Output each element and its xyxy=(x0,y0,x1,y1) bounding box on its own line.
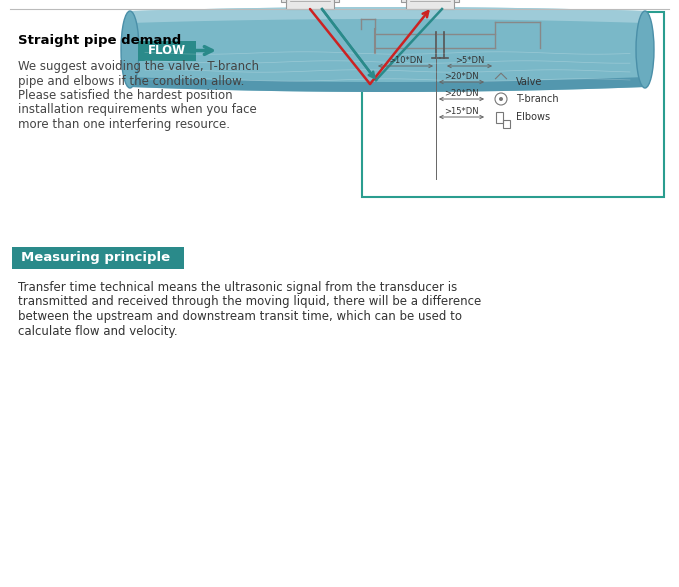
Bar xyxy=(496,79,507,87)
Bar xyxy=(12,247,184,269)
Text: >10*DN: >10*DN xyxy=(388,56,423,65)
Bar xyxy=(454,0,459,2)
Text: Transfer time technical means the ultrasonic signal from the transducer is: Transfer time technical means the ultras… xyxy=(18,281,457,294)
Bar xyxy=(334,0,339,2)
Text: Elbows: Elbows xyxy=(516,112,550,122)
Text: T-branch: T-branch xyxy=(516,94,559,104)
Text: between the upstream and downstream transit time, which can be used to: between the upstream and downstream tran… xyxy=(18,310,462,323)
Circle shape xyxy=(499,97,503,101)
Bar xyxy=(496,112,503,123)
Text: more than one interfering resource.: more than one interfering resource. xyxy=(18,118,230,131)
Bar xyxy=(138,41,196,60)
Polygon shape xyxy=(130,7,645,23)
Ellipse shape xyxy=(121,11,139,88)
Bar xyxy=(281,0,286,2)
Polygon shape xyxy=(130,77,645,92)
Text: transmitted and received through the moving liquid, there will be a difference: transmitted and received through the mov… xyxy=(18,295,481,309)
Polygon shape xyxy=(130,7,645,92)
Bar xyxy=(405,36,437,46)
Text: FLOW: FLOW xyxy=(148,44,186,57)
Text: pipe and elbows if the condition allow.: pipe and elbows if the condition allow. xyxy=(18,75,244,87)
Ellipse shape xyxy=(636,11,654,88)
Text: installation requirements when you face: installation requirements when you face xyxy=(18,103,257,116)
Text: Please satisfied the hardest position: Please satisfied the hardest position xyxy=(18,89,233,102)
Text: Valve: Valve xyxy=(516,77,543,87)
Text: >20*DN: >20*DN xyxy=(444,72,479,81)
Text: Straight pipe demand: Straight pipe demand xyxy=(18,34,181,47)
Text: Measuring principle: Measuring principle xyxy=(21,251,170,265)
Bar xyxy=(406,0,454,9)
Text: >15*DN: >15*DN xyxy=(444,107,479,116)
Text: We suggest avoiding the valve, T-branch: We suggest avoiding the valve, T-branch xyxy=(18,60,259,73)
Text: calculate flow and velocity.: calculate flow and velocity. xyxy=(18,325,178,338)
Text: >5*DN: >5*DN xyxy=(455,56,484,65)
Bar xyxy=(286,0,334,9)
Bar xyxy=(362,12,664,197)
Bar xyxy=(401,0,406,2)
Text: >20*DN: >20*DN xyxy=(444,89,479,98)
Bar xyxy=(503,120,510,128)
